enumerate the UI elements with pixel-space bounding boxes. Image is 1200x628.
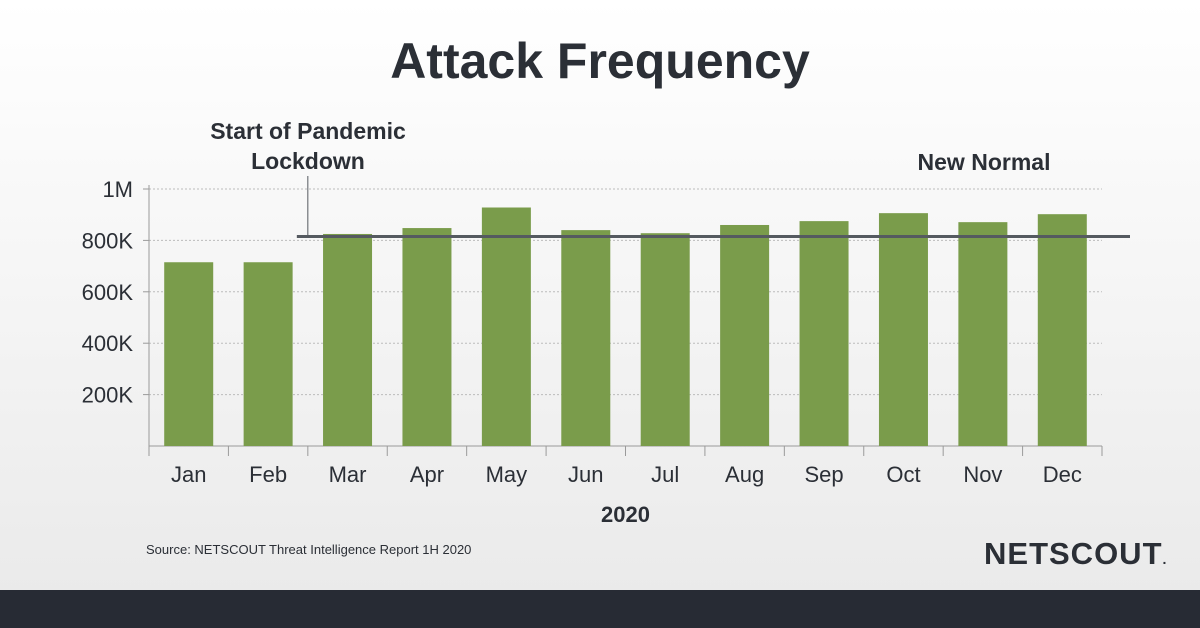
bar-jan [164, 262, 214, 446]
source-note: Source: NETSCOUT Threat Intelligence Rep… [146, 542, 472, 557]
bar-may [481, 207, 531, 446]
bar-jul [640, 233, 690, 446]
bar-sep [799, 221, 849, 446]
y-tick-label: 400K [82, 331, 134, 356]
y-tick-label: 600K [82, 280, 134, 305]
brand-name: NETSCOUT [984, 536, 1163, 571]
bar-mar [323, 233, 373, 446]
chart-title: Attack Frequency [390, 33, 810, 89]
brand-mark: . [1162, 551, 1168, 567]
bar-feb [243, 262, 293, 446]
x-tick-label: Aug [725, 462, 764, 487]
y-tick-label: 200K [82, 383, 134, 408]
y-tick-label: 1M [102, 177, 133, 202]
netscout-logo: NETSCOUT. [984, 536, 1167, 572]
x-tick-label: Oct [886, 462, 920, 487]
x-axis-title: 2020 [601, 502, 650, 527]
new-normal-annotation: New Normal [917, 149, 1051, 175]
x-tick-label: Jul [651, 462, 679, 487]
x-tick-label: Jan [171, 462, 206, 487]
x-tick-label: Mar [329, 462, 367, 487]
x-tick-label: Jun [568, 462, 603, 487]
x-tick-label: Nov [963, 462, 1002, 487]
x-tick-label: Apr [410, 462, 444, 487]
x-tick-label: Dec [1043, 462, 1082, 487]
footer-bar [0, 590, 1200, 628]
bar-apr [402, 228, 452, 446]
bar-oct [878, 213, 928, 446]
bar-aug [720, 224, 770, 446]
x-tick-label: May [486, 462, 528, 487]
x-tick-label: Feb [249, 462, 287, 487]
bar-dec [1037, 214, 1087, 446]
bar-nov [958, 222, 1008, 446]
bar-jun [561, 230, 611, 446]
y-tick-label: 800K [82, 228, 134, 253]
x-tick-label: Sep [804, 462, 843, 487]
pandemic-annotation: Start of Pandemic Lockdown [210, 118, 406, 174]
